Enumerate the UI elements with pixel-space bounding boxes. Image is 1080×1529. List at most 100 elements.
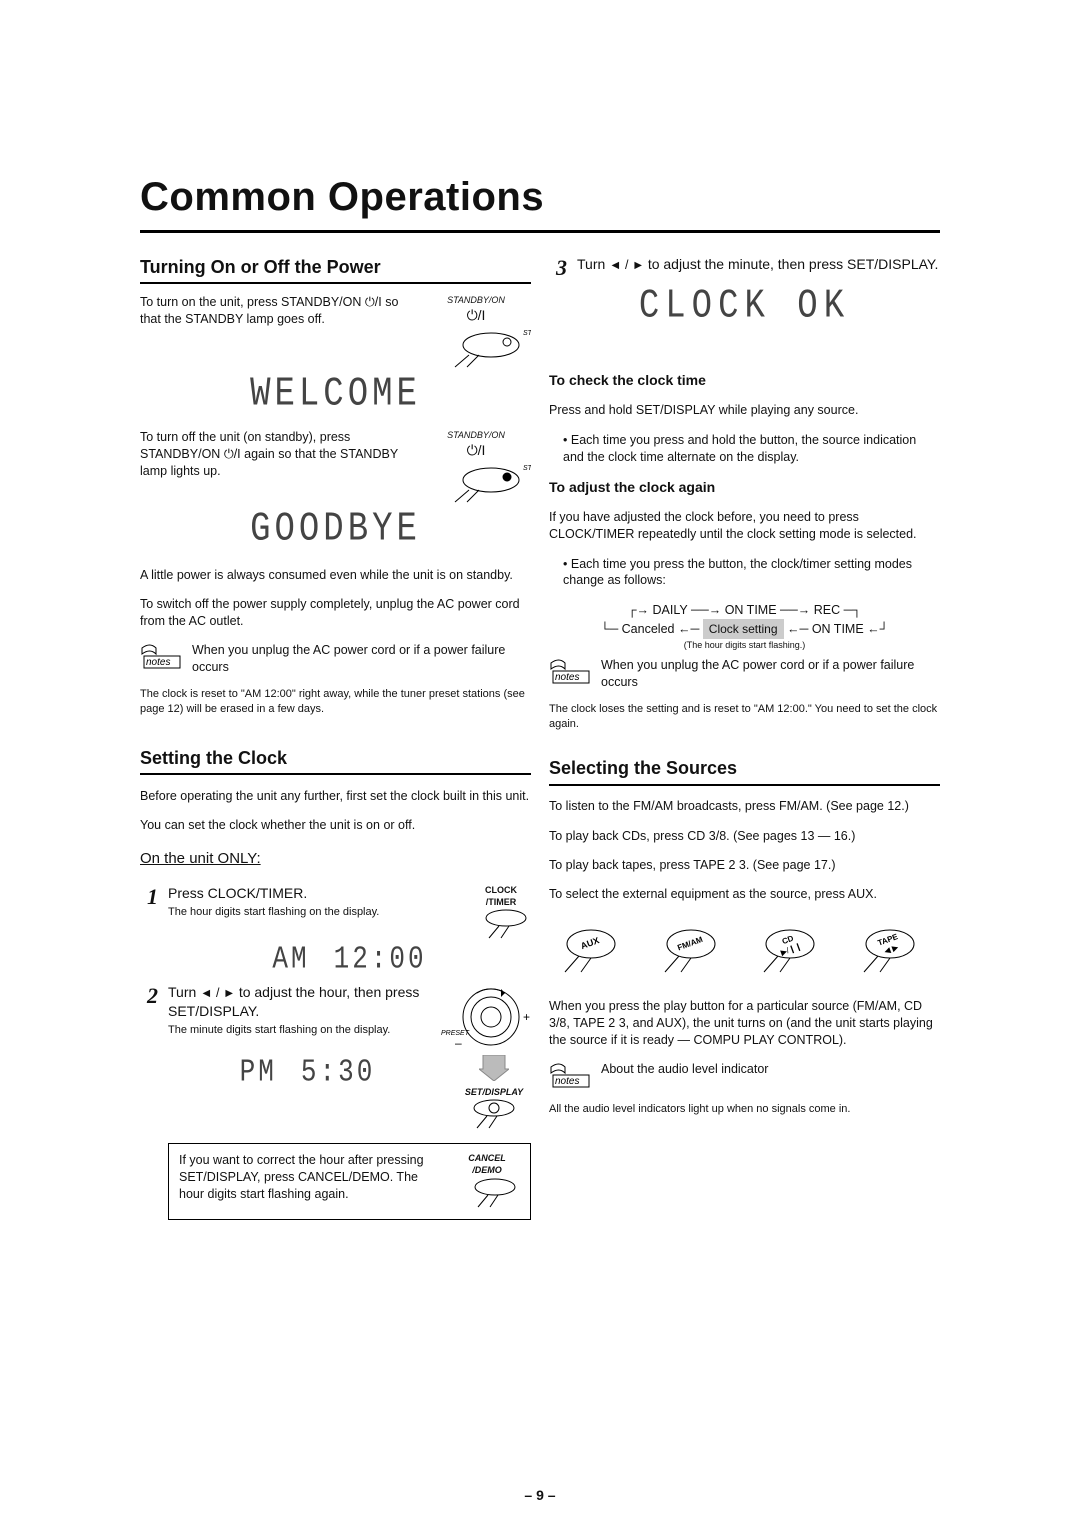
dial-icon: ◄ / ► [200,986,235,1000]
set-display-button-illustration: SET/DISPLAY [457,1055,531,1137]
adjust-clock-text: If you have adjusted the clock before, y… [549,509,940,543]
power-on-text: To turn on the unit, press STANDBY/ON ⏻/… [140,294,411,328]
clock-intro2: You can set the clock whether the unit i… [140,817,531,834]
power-heading: Turning On or Off the Power [140,255,531,279]
notes-block: notes About the audio level indicator [549,1061,940,1091]
adjust-clock-bullet: • Each time you press the button, the cl… [549,556,940,590]
dial-icon: ◄ / ► [609,258,644,272]
cancel-demo-label: CANCEL /DEMO [454,1152,520,1176]
notes2-body: The clock loses the setting and is reset… [549,702,940,732]
step-2: 2 Turn ◄ / ► to adjust the hour, then pr… [140,983,531,1219]
cd-button-illustration: CD ▶/❙❙ [754,922,834,976]
power-on-block: To turn on the unit, press STANDBY/ON ⏻/… [140,294,531,369]
step2-sub: The minute digits start flashing on the … [168,1024,390,1036]
notes2-title: When you unplug the AC power cord or if … [601,658,914,689]
check-clock-heading: To check the clock time [549,371,940,390]
clock-heading: Setting the Clock [140,746,531,770]
step3-text-b: to adjust the minute, then press SET/DIS… [648,256,939,272]
manual-page: Common Operations Turning On or Off the … [0,0,1080,1529]
power-symbol-icon: ⏻/I [365,295,382,309]
display-time1: 12:00 [334,939,427,981]
power-on-text-pre: To turn on the unit, press STANDBY/ON [140,295,365,309]
step-1: 1 Press CLOCK/TIMER. The hour digits sta… [140,884,531,977]
flow-canceled: Canceled [622,622,675,636]
step1-text: Press CLOCK/TIMER. [168,885,307,901]
clock-timer-label: CLOCK /TIMER [471,884,531,908]
set-display-label: SET/DISPLAY [457,1086,531,1098]
flow-ontime2: ON TIME [812,622,864,636]
svg-text:notes: notes [555,1076,579,1087]
step1-sub: The hour digits start flashing on the di… [168,906,379,918]
display-am: AM [272,939,309,981]
adjust-clock-heading: To adjust the clock again [549,478,940,497]
on-unit-only-label: On the unit ONLY: [140,849,531,869]
section-rule [140,773,531,775]
svg-text:STANDBY: STANDBY [523,465,531,472]
standby-button-illustration: STANDBY/ON ⏻/I STANDBY [421,294,531,369]
clock-ok-display: CLOCK OK [549,280,940,335]
step-number: 3 [549,255,567,279]
standby-button-illustration: STANDBY/ON ⏻/I STANDBY [421,429,531,504]
flow-daily: DAILY [653,603,688,617]
fmam-button-illustration: FM/AM [655,922,735,976]
plus-label: + [523,1010,530,1024]
page-number: – 9 – [0,1486,1080,1505]
standby-side-label: STANDBY [523,330,531,337]
clock-timer-button-illustration: CLOCK /TIMER [471,884,531,942]
power-off-block: To turn off the unit (on standby), press… [140,429,531,504]
flow-clock-setting: Clock setting [703,619,784,639]
right-column: 3 Turn ◄ / ► to adjust the minute, then … [549,255,940,1226]
step3-text-a: Turn [577,256,609,272]
src-cd: To play back CDs, press CD 3/8. (See pag… [549,828,940,845]
cancel-demo-text: If you want to correct the hour after pr… [179,1152,444,1203]
clock-intro1: Before operating the unit any further, f… [140,788,531,805]
notes-block: notes When you unplug the AC power cord … [549,657,940,691]
aux-label: AUX [579,935,600,951]
unplug-note: To switch off the power supply completel… [140,596,531,630]
left-column: Turning On or Off the Power To turn on t… [140,255,531,1226]
flow-rec: REC [814,603,840,617]
aux-button-illustration: AUX [555,922,635,976]
welcome-display: WELCOME [140,369,531,424]
notes-body: The clock is reset to "AM 12:00" right a… [140,687,531,717]
src-fm: To listen to the FM/AM broadcasts, press… [549,798,940,815]
source-buttons-row: AUX FM/AM CD ▶/❙❙ TAPE ◀ ▶ [549,916,940,986]
page-title: Common Operations [140,170,940,224]
minus-label: – [455,1036,462,1050]
section-rule [549,784,940,786]
mode-flow-diagram: ┌→ DAILY ──→ ON TIME ──→ REC ─┐ └─ Cance… [549,602,940,651]
two-column-layout: Turning On or Off the Power To turn on t… [140,255,940,1226]
flow-ontime1: ON TIME [725,603,777,617]
svg-text:notes: notes [146,657,170,668]
src-tape: To play back tapes, press TAPE 2 3. (See… [549,857,940,874]
compu-play-text: When you press the play button for a par… [549,998,940,1049]
check-clock-bullet: • Each time you press and hold the butto… [549,432,940,466]
power-symbol-icon: ⏻/I [224,447,241,461]
power-off-text: To turn off the unit (on standby), press… [140,429,411,480]
notes3-body: All the audio level indicators light up … [549,1102,940,1117]
cancel-demo-box: If you want to correct the hour after pr… [168,1143,531,1219]
notes-title: When you unplug the AC power cord or if … [192,643,505,674]
check-clock-text: Press and hold SET/DISPLAY while playing… [549,402,940,419]
step-number: 1 [140,884,158,908]
preset-label: PRESET [441,1030,470,1037]
step-number: 2 [140,983,158,1007]
notes-block: notes When you unplug the AC power cord … [140,642,531,676]
tape-button-illustration: TAPE ◀ ▶ [854,922,934,976]
notes-icon: notes [549,657,595,687]
display-time2: 5:30 [301,1052,375,1094]
jog-dial-illustration: + – PRESET [435,983,531,1055]
goodbye-display: GOODBYE [140,504,531,559]
fmam-label: FM/AM [676,935,704,953]
cancel-demo-button-illustration: CANCEL /DEMO [454,1152,520,1210]
title-rule [140,230,940,233]
sources-heading: Selecting the Sources [549,756,940,780]
flow-footnote: (The hour digits start flashing.) [549,639,940,651]
section-rule [140,282,531,284]
svg-text:notes: notes [555,672,579,683]
notes-icon: notes [549,1061,595,1091]
src-aux: To select the external equipment as the … [549,886,940,903]
step2-text-a: Turn [168,984,200,1000]
standby-on-label: STANDBY/ON [421,294,531,306]
standby-on-label: STANDBY/ON [421,429,531,441]
